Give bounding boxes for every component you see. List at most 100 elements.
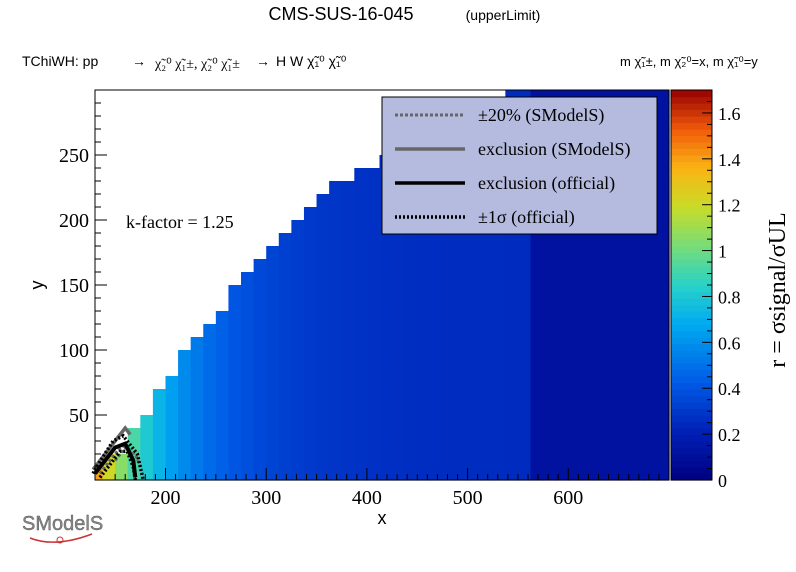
heatmap-cell [392, 454, 406, 468]
heatmap-cell [354, 428, 368, 442]
heatmap-cell [278, 363, 292, 377]
heatmap-cell [253, 402, 267, 416]
heatmap-cell [517, 402, 532, 416]
heatmap-cell [530, 441, 544, 455]
z-tick-label: 0.8 [718, 287, 741, 307]
heatmap-cell [417, 428, 431, 442]
heatmap-cell [656, 454, 670, 468]
heatmap-cell [631, 233, 645, 247]
heatmap-cell [366, 454, 381, 468]
y-tick-label: 100 [59, 340, 89, 362]
heatmap-cell [316, 298, 330, 312]
heatmap-cell [253, 337, 267, 351]
heatmap-cell [366, 259, 381, 273]
z-tick-label: 0 [718, 471, 727, 491]
heatmap-cell [467, 298, 481, 312]
heatmap-cell [266, 324, 280, 338]
heatmap-cell [165, 467, 179, 481]
heatmap-cell [505, 298, 519, 312]
heatmap-cell [316, 285, 330, 299]
heatmap-cell [379, 363, 393, 377]
heatmap-cell [543, 233, 557, 247]
heatmap-cell [115, 454, 129, 468]
heatmap-cell [643, 311, 658, 325]
heatmap-cell [165, 454, 179, 468]
heatmap-cell [203, 454, 217, 468]
heatmap-cell [492, 285, 506, 299]
heatmap-cell [593, 272, 607, 286]
heatmap-cell [555, 337, 569, 351]
heatmap-cell [278, 337, 292, 351]
heatmap-cell [606, 285, 620, 299]
heatmap-cell [480, 454, 494, 468]
heatmap-cell [517, 467, 532, 481]
heatmap-cell [366, 402, 381, 416]
heatmap-cell [379, 350, 393, 364]
heatmap-cell [291, 259, 305, 273]
heatmap-cell [455, 454, 469, 468]
heatmap-cell [618, 298, 632, 312]
heatmap-cell [555, 233, 569, 247]
heatmap-cell [228, 415, 242, 429]
heatmap-cell [492, 259, 506, 273]
heatmap-cell [379, 428, 393, 442]
colorbar-segment [671, 259, 712, 267]
colorbar-segment [671, 174, 712, 182]
colorbar-segment [671, 181, 712, 189]
heatmap-cell [379, 311, 393, 325]
heatmap-cell [606, 441, 620, 455]
heatmap-cell [291, 402, 305, 416]
heatmap-cell [152, 467, 167, 481]
heatmap-cell [492, 376, 506, 390]
heatmap-cell [329, 220, 343, 234]
heatmap-cell [555, 246, 569, 260]
heatmap-cell [354, 272, 368, 286]
heatmap-cell [366, 389, 381, 403]
z-tick-label: 1.2 [718, 196, 741, 216]
heatmap-cell [266, 285, 280, 299]
colorbar-segment [671, 252, 712, 260]
heatmap-cell [341, 194, 355, 208]
heatmap-cell [203, 441, 217, 455]
heatmap-cell [341, 233, 355, 247]
heatmap-cell [127, 428, 141, 442]
heatmap-cell [543, 415, 557, 429]
heatmap-cell [266, 454, 280, 468]
heatmap-cell [341, 259, 355, 273]
heatmap-cell [492, 454, 506, 468]
heatmap-cell [618, 454, 632, 468]
heatmap-cell [266, 441, 280, 455]
heatmap-cell [303, 415, 318, 429]
heatmap-cell [517, 337, 532, 351]
heatmap-cell [568, 415, 582, 429]
heatmap-cell [593, 441, 607, 455]
heatmap-cell [656, 155, 670, 169]
heatmap-cell [329, 402, 343, 416]
legend-label: exclusion (official) [478, 173, 615, 194]
heatmap-cell [656, 467, 670, 481]
colorbar-segment [671, 415, 712, 423]
heatmap-cell [455, 441, 469, 455]
heatmap-cell [341, 363, 355, 377]
logo-text: SModelS [22, 513, 103, 535]
heatmap-cell [480, 337, 494, 351]
heatmap-cell [480, 311, 494, 325]
heatmap-cell [303, 363, 318, 377]
heatmap-cell [505, 415, 519, 429]
heatmap-cell [203, 337, 217, 351]
heatmap-cell [505, 233, 519, 247]
heatmap-cell [530, 376, 544, 390]
heatmap-cell [455, 259, 469, 273]
heatmap-cell [303, 246, 318, 260]
heatmap-cell [379, 324, 393, 338]
heatmap-cell [341, 389, 355, 403]
heatmap-cell [316, 376, 330, 390]
heatmap-cell [303, 285, 318, 299]
heatmap-cell [291, 441, 305, 455]
heatmap-cell [455, 285, 469, 299]
legend-label: ±1σ (official) [478, 207, 575, 228]
heatmap-cell [341, 428, 355, 442]
heatmap-cell [656, 220, 670, 234]
heatmap-cell [241, 337, 255, 351]
heatmap-cell [631, 285, 645, 299]
